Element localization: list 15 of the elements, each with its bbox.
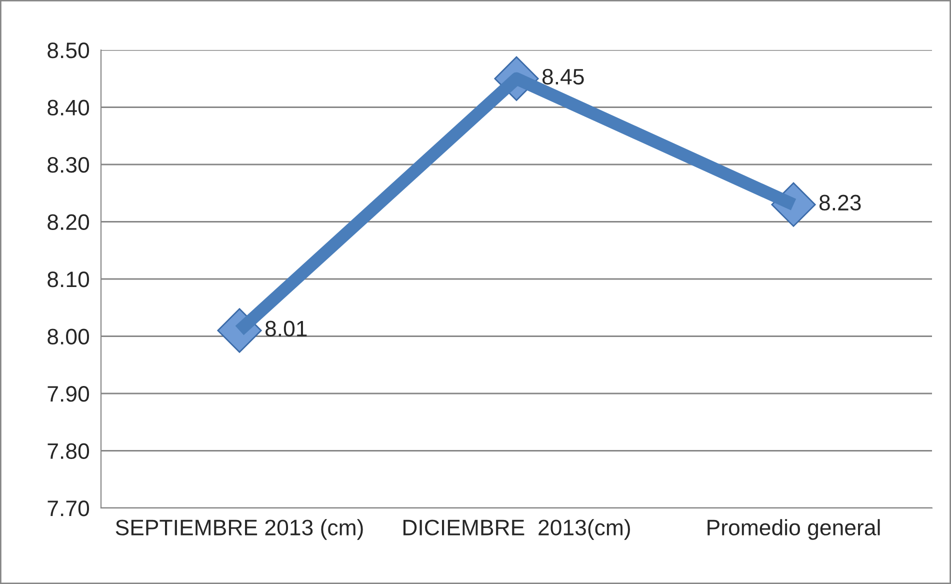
data-label: 8.01 xyxy=(265,320,307,336)
data-label: 8.23 xyxy=(819,194,861,211)
y-tick-label: 8.20 xyxy=(48,214,90,230)
y-tick-label: 8.10 xyxy=(48,272,90,288)
x-tick-label: DICIEMBRE 2013(cm) xyxy=(403,519,630,540)
y-tick-label: 7.90 xyxy=(48,386,90,402)
y-tick-label: 8.50 xyxy=(48,42,90,58)
y-tick-label: 7.80 xyxy=(48,443,90,460)
y-tick-label: 7.70 xyxy=(48,500,90,516)
y-tick-label: 8.40 xyxy=(48,100,90,116)
y-tick-label: 8.00 xyxy=(48,328,90,345)
y-tick-label: 8.30 xyxy=(48,157,90,173)
data-label: 8.45 xyxy=(542,68,584,85)
x-tick-label: SEPTIEMBRE 2013 (cm) xyxy=(116,519,363,540)
x-tick-label: Promedio general xyxy=(708,519,880,540)
